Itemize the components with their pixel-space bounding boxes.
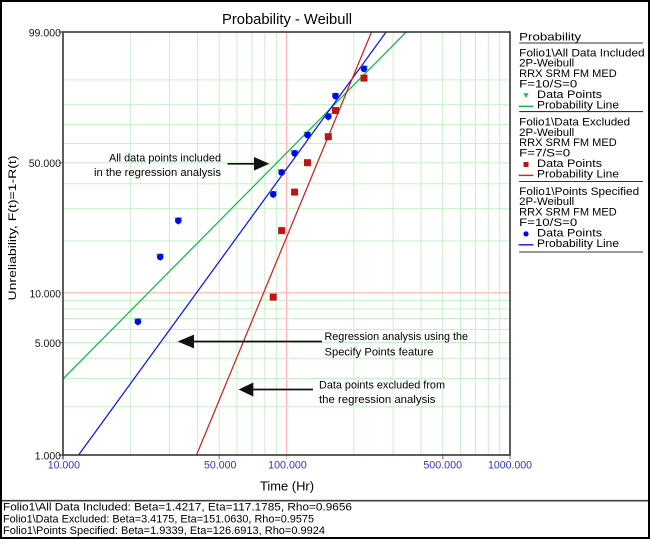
svg-text:500.000: 500.000 — [423, 459, 462, 471]
svg-text:Specify Points feature: Specify Points feature — [325, 347, 434, 359]
svg-text:Folio1\Data Excluded: Beta=3.4: Folio1\Data Excluded: Beta=3.4175, Eta=1… — [3, 513, 314, 525]
svg-text:1000.000: 1000.000 — [488, 459, 532, 471]
svg-text:All data points included: All data points included — [109, 153, 221, 165]
svg-text:Data points excluded from: Data points excluded from — [319, 379, 445, 391]
svg-text:Probability Line: Probability Line — [537, 99, 619, 111]
svg-text:Data Points: Data Points — [537, 227, 603, 239]
svg-text:Regression analysis using the: Regression analysis using the — [325, 331, 469, 343]
svg-text:Data Points: Data Points — [537, 89, 603, 101]
svg-text:10.000: 10.000 — [48, 459, 80, 471]
svg-text:RRX SRM FM MED: RRX SRM FM MED — [519, 68, 617, 80]
svg-text:Folio1\All Data Included: Folio1\All Data Included — [519, 47, 645, 59]
svg-text:Folio1\Points Specified: Beta=: Folio1\Points Specified: Beta=1.9339, Et… — [3, 525, 325, 537]
svg-text:50.000: 50.000 — [29, 158, 61, 170]
svg-text:in the regression analysis: in the regression analysis — [94, 167, 222, 179]
svg-text:99.000: 99.000 — [29, 28, 61, 40]
svg-text:the regression analysis: the regression analysis — [319, 394, 436, 406]
svg-text:Data Points: Data Points — [537, 158, 603, 170]
svg-text:Time (Hr): Time (Hr) — [260, 479, 314, 494]
svg-text:F=10/S=0: F=10/S=0 — [519, 217, 577, 229]
svg-text:2P-Weibull: 2P-Weibull — [519, 196, 574, 208]
svg-text:RRX SRM FM MED: RRX SRM FM MED — [519, 137, 617, 149]
svg-text:2P-Weibull: 2P-Weibull — [519, 58, 574, 70]
svg-text:Probability - Weibull: Probability - Weibull — [222, 12, 352, 28]
svg-text:F=7/S=0: F=7/S=0 — [519, 148, 570, 160]
svg-text:F=10/S=0: F=10/S=0 — [519, 79, 577, 91]
svg-text:Probability Line: Probability Line — [537, 238, 619, 250]
svg-text:Probability: Probability — [519, 32, 582, 44]
svg-text:Probability Line: Probability Line — [537, 168, 619, 180]
svg-text:RRX SRM FM MED: RRX SRM FM MED — [519, 207, 617, 219]
svg-text:10.000: 10.000 — [30, 288, 62, 300]
svg-text:Folio1\All Data Included: Beta: Folio1\All Data Included: Beta=1.4217, E… — [3, 501, 352, 513]
svg-text:100.000: 100.000 — [268, 459, 307, 471]
svg-text:Unreliability, F(t)=1-R(t): Unreliability, F(t)=1-R(t) — [7, 156, 19, 301]
svg-text:1.000: 1.000 — [35, 451, 61, 463]
svg-text:50.000: 50.000 — [204, 459, 236, 471]
svg-text:Folio1\Points Specified: Folio1\Points Specified — [519, 186, 639, 198]
svg-text:5.000: 5.000 — [35, 338, 61, 350]
svg-text:2P-Weibull: 2P-Weibull — [519, 127, 574, 139]
svg-text:Folio1\Data Excluded: Folio1\Data Excluded — [519, 116, 630, 128]
